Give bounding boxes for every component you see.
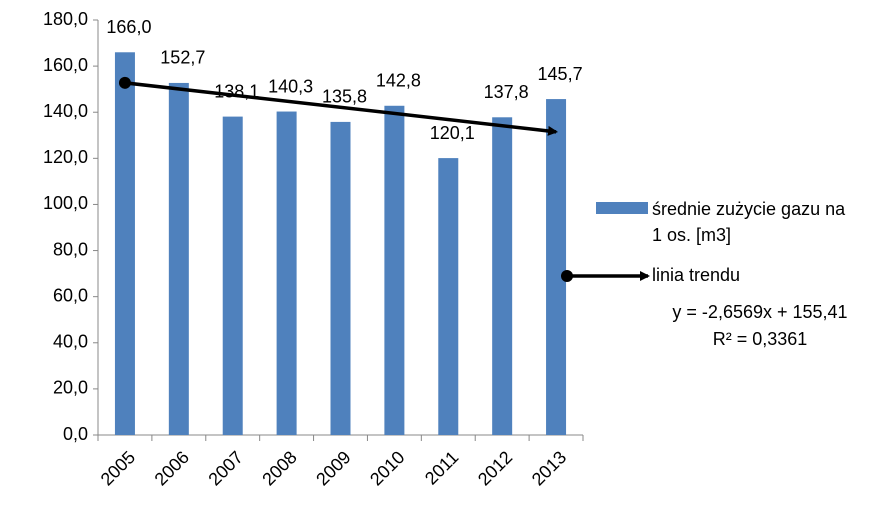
data-label: 120,1 [430,123,475,143]
bar [438,158,459,435]
y-tick-label: 0,0 [63,424,88,444]
x-tick-label: 2013 [528,447,570,489]
data-label: 166,0 [106,17,151,37]
trend-start [118,76,131,89]
legend-swatch [596,202,648,214]
y-tick-label: 180,0 [43,9,88,29]
data-label: 140,3 [268,76,313,96]
x-tick-label: 2011 [421,447,463,489]
bar [114,52,135,436]
y-tick-label: 120,0 [43,147,88,167]
x-tick-label: 2012 [474,447,516,489]
legend-label: średnie zużycie gazu na 1 os. [m3] [652,199,846,245]
bar [168,82,189,436]
x-tick-label: 2007 [204,447,246,489]
legend-trend-dot [561,270,573,282]
data-label: 152,7 [160,48,205,68]
y-tick-label: 20,0 [53,378,88,398]
trend-equation: y = -2,6569x + 155,41 [672,302,847,322]
bar [384,105,405,436]
x-tick-label: 2006 [151,447,193,489]
y-tick-label: 80,0 [53,239,88,259]
bar [492,117,513,436]
y-tick-label: 140,0 [43,101,88,121]
data-label: 135,8 [322,87,367,107]
x-tick-label: 2009 [312,447,354,489]
data-label: 145,7 [538,64,583,84]
bar [222,116,243,435]
bar [546,99,567,435]
x-tick-label: 2005 [97,447,139,489]
y-tick-label: 100,0 [43,193,88,213]
legend-label: linia trendu [652,265,740,285]
y-tick-label: 160,0 [43,55,88,75]
bar [330,121,351,436]
y-tick-label: 60,0 [53,285,88,305]
x-tick-label: 2008 [258,447,300,489]
y-tick-label: 40,0 [53,332,88,352]
data-label: 142,8 [376,71,421,91]
trend-r2: R² = 0,3361 [713,329,808,349]
bar [276,111,297,436]
x-tick-label: 2010 [366,447,408,489]
data-label: 137,8 [484,82,529,102]
trend-line [124,81,559,136]
